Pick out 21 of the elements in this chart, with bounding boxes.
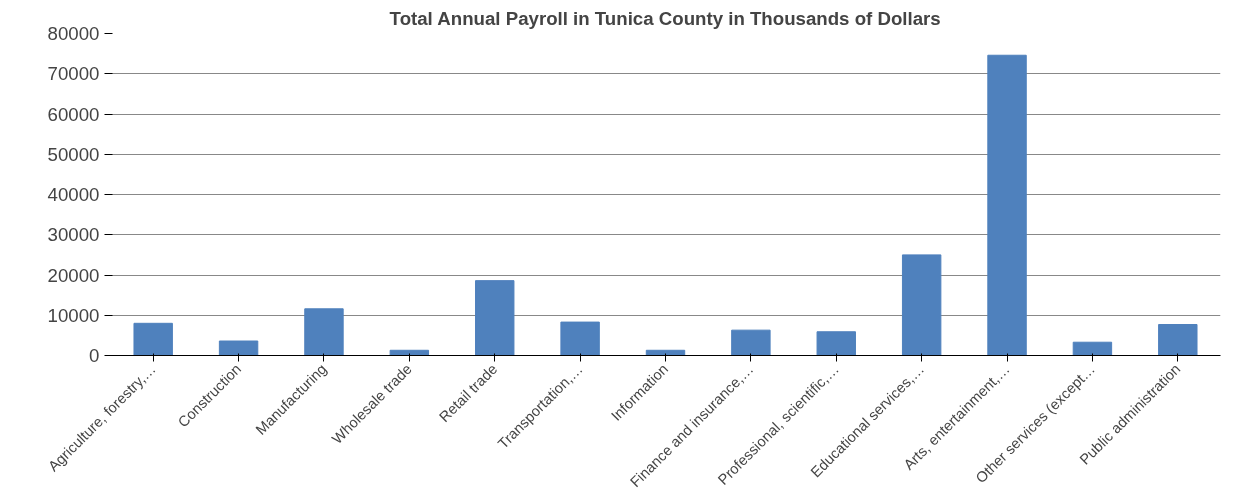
y-tick-label: 70000 — [47, 63, 100, 85]
bar — [816, 331, 856, 356]
bar — [987, 54, 1027, 356]
y-tick-label: 40000 — [47, 184, 100, 205]
y-tick-label: 20000 — [47, 264, 100, 286]
bar — [560, 321, 600, 356]
y-tick-label: 80000 — [47, 23, 100, 44]
bar — [901, 254, 942, 356]
y-tick-label: 60000 — [47, 103, 100, 125]
bar — [133, 322, 173, 356]
bar — [218, 340, 259, 356]
chart-title: Total Annual Payroll in Tunica County in Thousands of Dollars — [389, 7, 941, 29]
bar — [1072, 341, 1113, 356]
y-tick-label: 30000 — [47, 224, 100, 246]
bar — [304, 308, 344, 356]
bar — [475, 280, 515, 356]
y-tick-label: 10000 — [47, 304, 100, 326]
bar — [731, 329, 771, 356]
y-tick-label: 50000 — [47, 143, 100, 165]
bar — [1158, 324, 1198, 356]
y-tick-label: 0 — [89, 345, 100, 366]
